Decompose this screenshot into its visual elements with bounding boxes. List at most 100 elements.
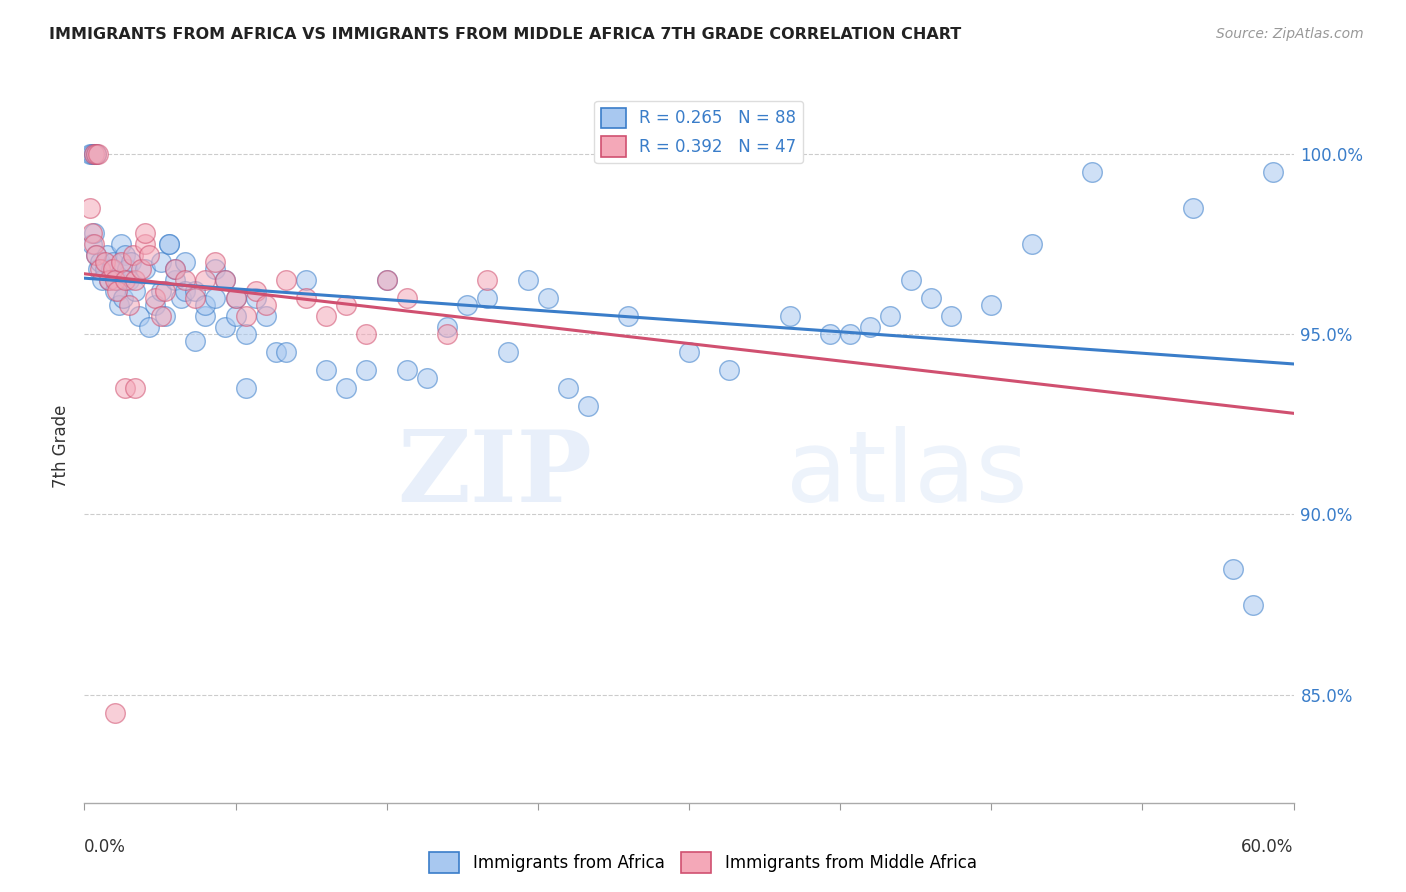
Point [537, 291, 560, 305]
Point [235, 310, 257, 324]
Point [138, 320, 160, 334]
Point [395, 363, 418, 377]
Point [121, 248, 143, 262]
Point [395, 291, 418, 305]
Point [143, 298, 166, 312]
Point [477, 291, 499, 305]
Point [114, 273, 136, 287]
Point [110, 255, 132, 269]
Point [165, 262, 187, 277]
Point [134, 262, 156, 277]
Point [174, 273, 197, 287]
Point [235, 381, 257, 395]
Point [225, 310, 247, 324]
Point [335, 381, 357, 395]
Point [104, 273, 127, 287]
Point [375, 273, 398, 287]
Point [1241, 598, 1264, 612]
Point [134, 227, 156, 241]
Point [153, 310, 176, 324]
Point [134, 237, 156, 252]
Point [356, 327, 378, 342]
Point [93, 262, 115, 277]
Point [920, 291, 942, 305]
Point [143, 291, 166, 305]
Point [184, 334, 207, 349]
Point [214, 273, 236, 287]
Point [110, 237, 132, 252]
Point [264, 345, 287, 359]
Point [97, 273, 120, 287]
Point [174, 255, 197, 269]
Point [617, 310, 640, 324]
Point [157, 237, 180, 252]
Point [82, 147, 104, 161]
Point [79, 201, 101, 215]
Point [274, 345, 297, 359]
Point [105, 284, 128, 298]
Point [718, 363, 741, 377]
Point [204, 255, 226, 269]
Point [859, 320, 882, 334]
Point [165, 262, 187, 277]
Point [204, 262, 226, 277]
Point [138, 248, 160, 262]
Text: IMMIGRANTS FROM AFRICA VS IMMIGRANTS FROM MIDDLE AFRICA 7TH GRADE CORRELATION CH: IMMIGRANTS FROM AFRICA VS IMMIGRANTS FRO… [49, 27, 962, 42]
Point [295, 291, 318, 305]
Point [82, 227, 104, 241]
Point [91, 273, 114, 287]
Point [124, 381, 146, 395]
Point [900, 273, 922, 287]
Legend: Immigrants from Africa, Immigrants from Middle Africa: Immigrants from Africa, Immigrants from … [423, 846, 983, 880]
Point [184, 291, 207, 305]
Y-axis label: 7th Grade: 7th Grade [52, 404, 70, 488]
Point [496, 345, 519, 359]
Point [416, 370, 439, 384]
Point [107, 298, 129, 312]
Point [839, 327, 862, 342]
Point [779, 310, 801, 324]
Point [225, 291, 247, 305]
Point [174, 284, 197, 298]
Point [477, 273, 499, 287]
Point [1263, 165, 1285, 179]
Point [114, 381, 136, 395]
Point [83, 147, 105, 161]
Point [1081, 165, 1104, 179]
Point [124, 284, 146, 298]
Point [335, 298, 357, 312]
Point [129, 262, 152, 277]
Point [678, 345, 700, 359]
Point [184, 284, 207, 298]
Point [149, 255, 172, 269]
Point [939, 310, 962, 324]
Point [274, 273, 297, 287]
Point [149, 284, 172, 298]
Point [87, 262, 110, 277]
Point [83, 227, 105, 241]
Point [225, 291, 247, 305]
Point [980, 298, 1002, 312]
Point [86, 248, 108, 262]
Point [1222, 561, 1244, 575]
Point [356, 363, 378, 377]
Point [118, 298, 141, 312]
Text: atlas: atlas [786, 426, 1028, 523]
Point [115, 262, 138, 277]
Point [97, 273, 120, 287]
Point [194, 298, 217, 312]
Point [194, 310, 217, 324]
Point [104, 706, 127, 720]
Text: ZIP: ZIP [398, 426, 592, 523]
Point [1181, 201, 1204, 215]
Point [245, 291, 267, 305]
Point [118, 273, 141, 287]
Point [295, 273, 318, 287]
Point [170, 291, 193, 305]
Legend: R = 0.265   N = 88, R = 0.392   N = 47: R = 0.265 N = 88, R = 0.392 N = 47 [595, 101, 803, 163]
Point [124, 273, 146, 287]
Point [79, 147, 101, 161]
Point [194, 273, 217, 287]
Point [456, 298, 478, 312]
Point [315, 363, 337, 377]
